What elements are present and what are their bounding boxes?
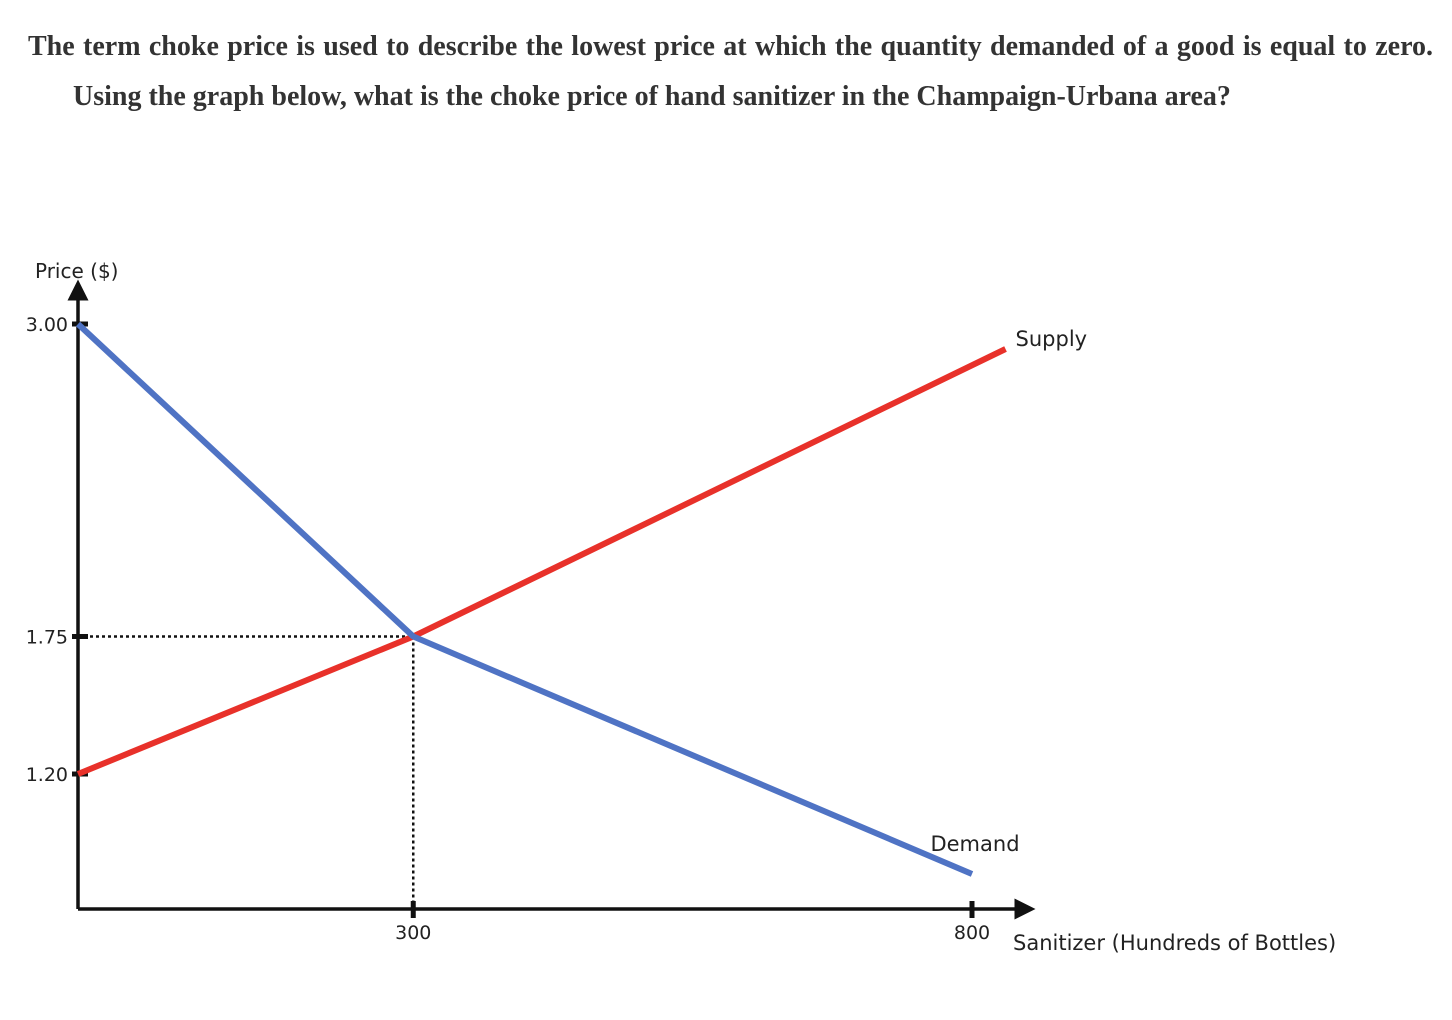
x-axis-label: Sanitizer (Hundreds of Bottles) [1013,931,1336,955]
y-tick-label: 3.00 [26,314,68,336]
demand-label: Demand [930,832,1019,856]
supply-line [76,346,1007,777]
demand-line [75,321,974,877]
y-axis-label: Price ($) [35,259,118,283]
x-tick-label: 300 [395,922,431,944]
supply-label: Supply [1016,327,1088,351]
x-tick-label: 800 [954,922,990,944]
y-tick-label: 1.75 [26,627,68,649]
question-text: The term choke price is used to describe… [28,31,1433,112]
y-tick-label: 1.20 [26,764,68,786]
